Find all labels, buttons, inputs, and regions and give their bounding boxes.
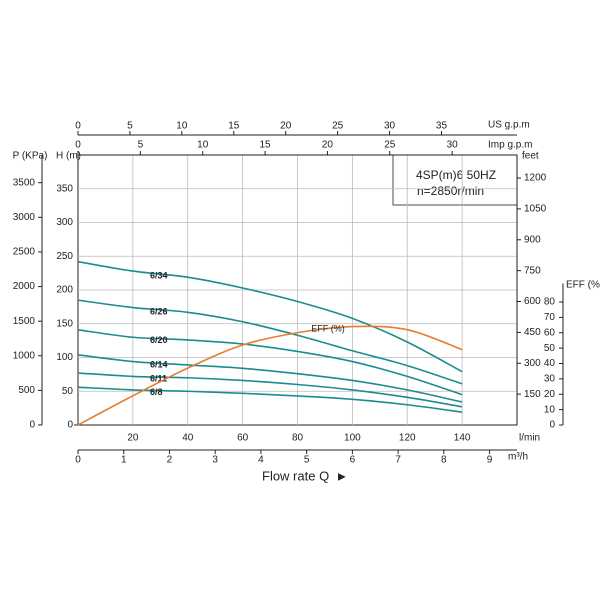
- axis-tick-label: 3: [212, 455, 218, 466]
- axis-tick-label: 10: [197, 140, 209, 151]
- axis-title: P (KPa): [13, 151, 48, 162]
- axis-tick-label: 2: [167, 455, 173, 466]
- axis-tick-label: 0: [75, 140, 81, 151]
- chart-title: 4SP(m)6 50HZ: [416, 168, 496, 182]
- arrow: ▶: [338, 472, 346, 483]
- y-axis-title: H (m): [56, 151, 81, 162]
- series-line: [77, 329, 463, 396]
- series-label: 6/34: [150, 271, 168, 281]
- axis-tick-label: 900: [524, 234, 541, 245]
- series-line: [77, 260, 463, 373]
- y-tick-label: 350: [56, 183, 73, 194]
- axis-tick-label: 25: [332, 121, 344, 132]
- axis-tick-label: 4: [258, 455, 264, 466]
- x-axis-title: Flow rate Q: [262, 468, 329, 483]
- axis-tick-label: 2500: [13, 247, 36, 258]
- y2-tick-label: 70: [544, 312, 556, 323]
- y2-tick-label: 30: [544, 374, 556, 385]
- x-tick-label: 120: [399, 433, 416, 444]
- series-label: 6/14: [150, 360, 168, 370]
- axis-tick-label: 6: [350, 455, 356, 466]
- y2-tick-label: 80: [544, 297, 556, 308]
- axis-tick-label: 450: [524, 327, 541, 338]
- axis-tick-label: 7: [395, 455, 401, 466]
- axis-tick-label: 20: [280, 121, 292, 132]
- axis-tick-label: 1500: [13, 316, 36, 327]
- y-tick-label: 100: [56, 352, 73, 363]
- axis-tick-label: 0: [75, 121, 81, 132]
- axis-title: Imp g.p.m: [488, 140, 532, 151]
- x-tick-label: 80: [292, 433, 304, 444]
- y-tick-label: 0: [67, 420, 73, 431]
- y-tick-label: 300: [56, 217, 73, 228]
- y-tick-label: 200: [56, 285, 73, 296]
- axis-tick-label: 300: [524, 358, 541, 369]
- series-line: [77, 299, 463, 385]
- y2-axis-title: EFF (%): [566, 280, 600, 291]
- axis-tick-label: 0: [29, 420, 35, 431]
- axis-tick-label: 750: [524, 265, 541, 276]
- y2-tick-label: 60: [544, 327, 556, 338]
- axis-tick-label: 3500: [13, 177, 36, 188]
- axis-title: US g.p.m: [488, 120, 530, 131]
- axis-tick-label: 0: [75, 455, 81, 466]
- axis-tick-label: 500: [18, 385, 35, 396]
- axis-title: feet: [522, 151, 539, 162]
- axis-tick-label: 600: [524, 296, 541, 307]
- axis-tick-label: 3000: [13, 212, 36, 223]
- axis-tick-label: 30: [447, 140, 459, 151]
- x-tick-label: 140: [454, 433, 471, 444]
- axis-tick-label: 5: [138, 140, 144, 151]
- axis-tick-label: 5: [127, 121, 133, 132]
- x-tick-label: 100: [344, 433, 361, 444]
- axis-tick-label: 30: [384, 121, 396, 132]
- axis-tick-label: 5: [304, 455, 310, 466]
- series-line: [77, 386, 463, 413]
- axis-tick-label: 9: [487, 455, 493, 466]
- series-label: 6/26: [150, 306, 168, 316]
- axis-tick-label: 1000: [13, 350, 36, 361]
- series-line: [77, 325, 463, 426]
- series-line: [77, 354, 463, 403]
- series-label: 6/20: [150, 335, 168, 345]
- y2-tick-label: 10: [544, 404, 556, 415]
- series-label: EFF (%): [311, 323, 345, 333]
- axis-tick-label: 1200: [524, 173, 547, 184]
- axis-tick-label: 1050: [524, 204, 547, 215]
- axis-tick-label: 15: [228, 121, 240, 132]
- series-label: 6/11: [150, 373, 167, 383]
- x-tick-label: 20: [127, 433, 139, 444]
- axis-tick-label: 25: [384, 140, 396, 151]
- chart-subtitle: n=2850r/min: [417, 184, 484, 198]
- y-tick-label: 150: [56, 318, 73, 329]
- axis-tick-label: 150: [524, 389, 541, 400]
- axis-tick-label: 15: [260, 140, 272, 151]
- series-label: 6/8: [150, 387, 163, 397]
- x-axis-unit: l/min: [519, 433, 540, 444]
- axis-tick-label: 20: [322, 140, 334, 151]
- axis-tick-label: 1: [121, 455, 127, 466]
- y2-tick-label: 20: [544, 389, 556, 400]
- y2-tick-label: 50: [544, 343, 556, 354]
- axis-tick-label: 35: [436, 121, 448, 132]
- y2-tick-label: 40: [544, 358, 556, 369]
- axis-tick-label: 2000: [13, 281, 36, 292]
- y2-tick-label: 0: [549, 420, 555, 431]
- axis-title: m³/h: [508, 452, 528, 463]
- x-tick-label: 40: [182, 433, 194, 444]
- x-tick-label: 60: [237, 433, 249, 444]
- y-tick-label: 50: [62, 386, 74, 397]
- axis-tick-label: 8: [441, 455, 447, 466]
- axis-tick-label: 10: [176, 121, 188, 132]
- series-line: [77, 372, 463, 408]
- y-tick-label: 250: [56, 251, 73, 262]
